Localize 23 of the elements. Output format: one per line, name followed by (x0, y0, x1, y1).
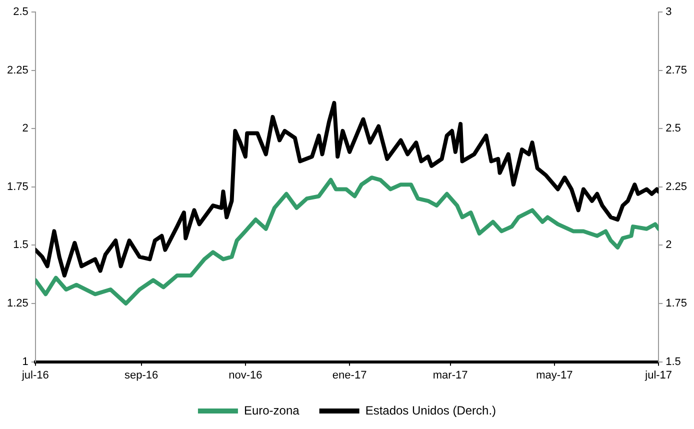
x-tick-label: ene-17 (332, 369, 367, 382)
x-tick-label: jul-17 (644, 369, 672, 382)
x-tick-label: mar-17 (432, 369, 468, 382)
y-tick-label: 2.5 (13, 6, 28, 18)
y2-tick-label: 1.5 (666, 356, 681, 368)
x-tick-label: may-17 (536, 369, 573, 382)
y-tick-label: 2 (22, 122, 28, 135)
y-tick-label: 1 (22, 356, 28, 368)
y2-tick-label: 1.75 (666, 298, 688, 310)
y-tick-label: 2.25 (6, 64, 28, 76)
y2-tick-label: 2.25 (666, 180, 688, 193)
x-tick-label: sep-16 (124, 369, 158, 382)
y2-tick-label: 2.5 (666, 122, 681, 135)
legend-label: Euro-zona (244, 403, 300, 418)
y-tick-label: 1.75 (6, 180, 28, 193)
y2-tick-label: 3 (666, 6, 672, 18)
y-tick-label: 1.5 (13, 239, 28, 252)
y-tick-label: 1.25 (6, 298, 28, 310)
x-tick-label: nov-16 (228, 369, 262, 382)
y2-tick-label: 2 (666, 239, 672, 252)
legend-label: Estados Unidos (Derch.) (365, 403, 496, 418)
x-tick-label: jul-16 (20, 369, 49, 382)
y2-tick-label: 2.75 (666, 64, 688, 76)
